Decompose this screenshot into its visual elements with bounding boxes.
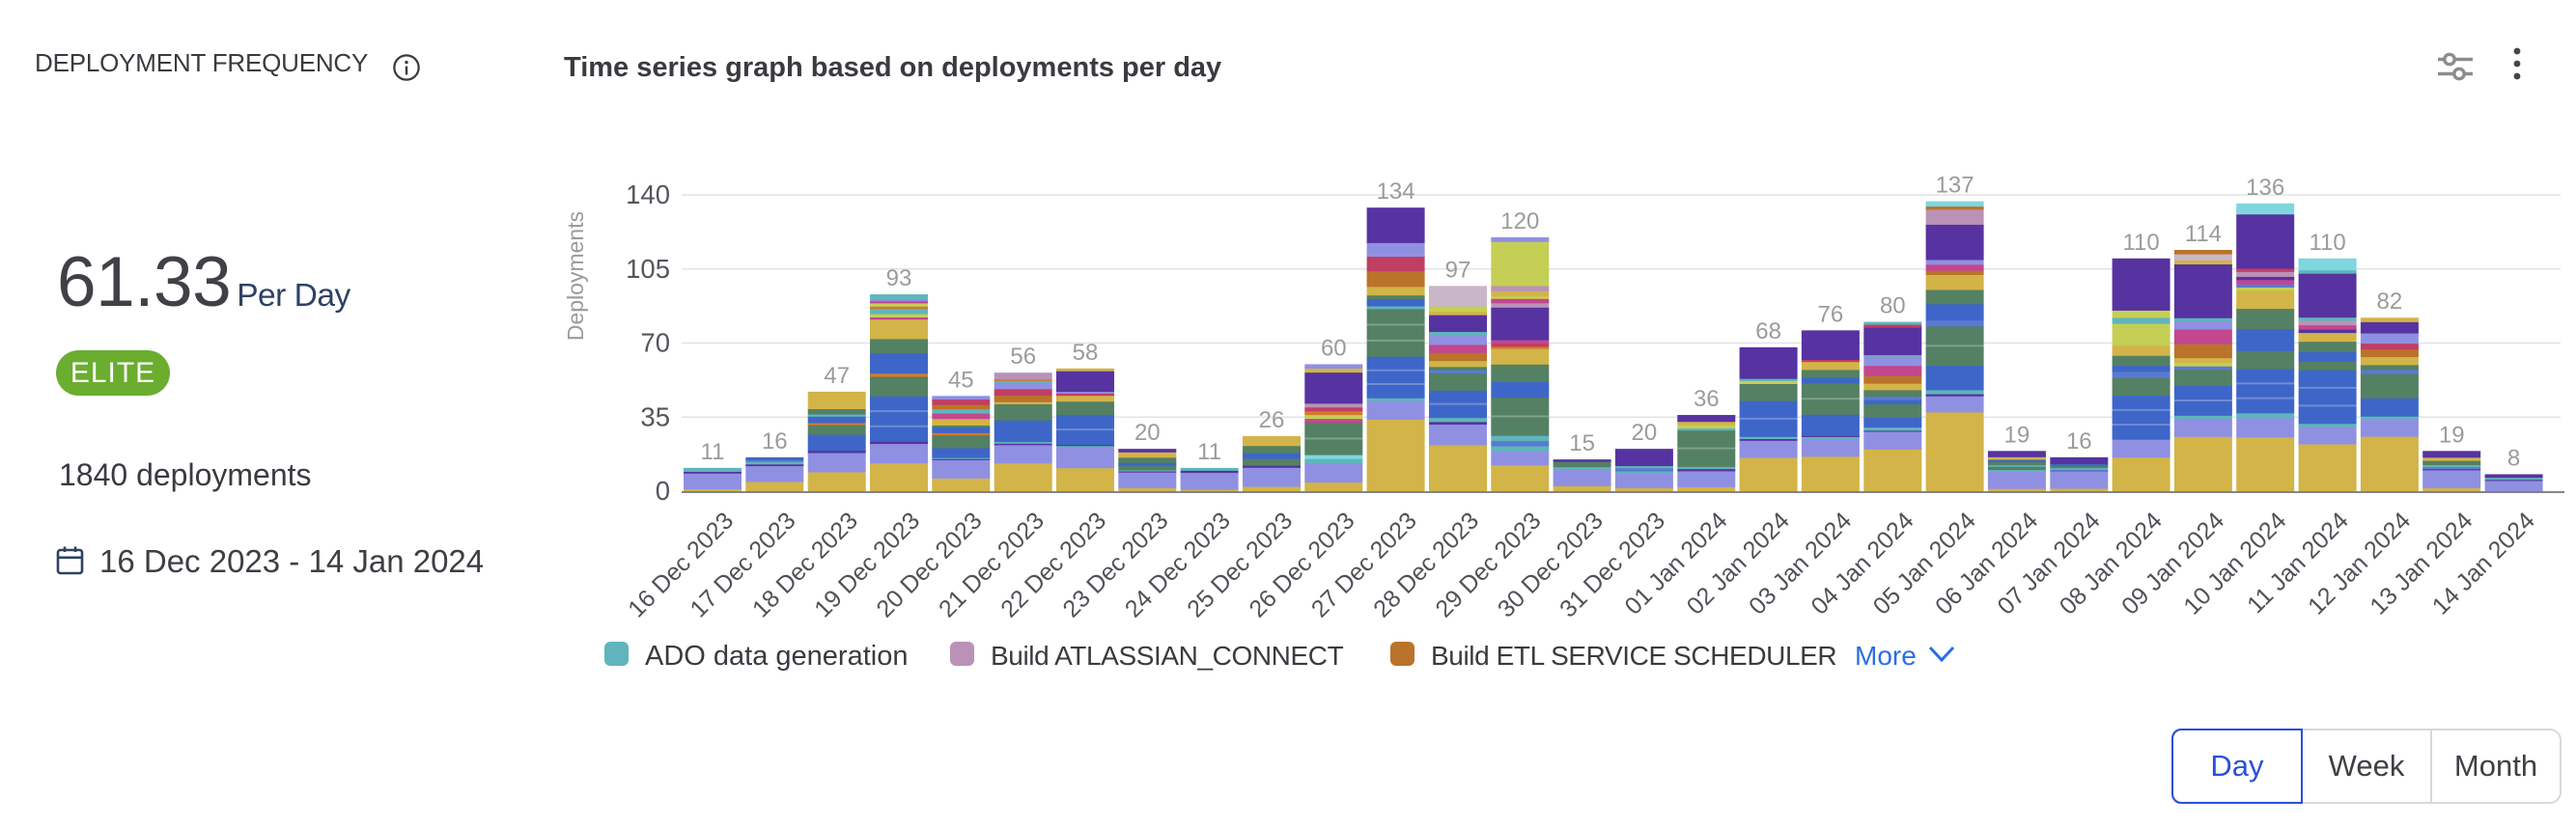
svg-text:16: 16 — [762, 428, 788, 454]
svg-text:136: 136 — [2246, 175, 2284, 201]
svg-text:60: 60 — [1321, 335, 1347, 361]
svg-text:19: 19 — [2439, 422, 2465, 448]
svg-text:36: 36 — [1694, 386, 1720, 412]
svg-text:140: 140 — [626, 179, 670, 209]
svg-text:137: 137 — [1936, 173, 1974, 199]
svg-text:Build ETL SERVICE SCHEDULER: Build ETL SERVICE SCHEDULER — [1431, 641, 1836, 671]
svg-text:110: 110 — [2122, 230, 2159, 256]
svg-text:93: 93 — [886, 265, 912, 291]
svg-text:19: 19 — [2004, 422, 2030, 448]
svg-text:Deployments: Deployments — [563, 211, 588, 341]
svg-text:16: 16 — [2066, 428, 2092, 454]
svg-text:58: 58 — [1073, 340, 1099, 366]
svg-text:68: 68 — [1755, 318, 1781, 344]
svg-text:11: 11 — [1197, 439, 1221, 465]
svg-text:0: 0 — [656, 476, 670, 506]
svg-text:120: 120 — [1500, 208, 1539, 234]
svg-text:82: 82 — [2377, 289, 2403, 315]
svg-text:8: 8 — [2507, 446, 2520, 472]
svg-text:15: 15 — [1569, 430, 1595, 456]
svg-text:Build ATLASSIAN_CONNECT: Build ATLASSIAN_CONNECT — [991, 641, 1344, 671]
svg-text:35: 35 — [640, 401, 670, 431]
svg-text:11: 11 — [701, 439, 725, 465]
svg-text:80: 80 — [1880, 293, 1906, 319]
svg-text:45: 45 — [948, 367, 974, 393]
svg-text:70: 70 — [640, 328, 670, 358]
svg-text:97: 97 — [1445, 257, 1471, 283]
svg-text:76: 76 — [1818, 301, 1844, 327]
svg-text:ADO data generation: ADO data generation — [645, 641, 908, 672]
svg-text:110: 110 — [2309, 230, 2345, 256]
svg-text:134: 134 — [1377, 179, 1415, 205]
svg-text:20: 20 — [1632, 420, 1658, 446]
svg-text:26: 26 — [1259, 407, 1285, 433]
svg-text:20: 20 — [1134, 420, 1161, 446]
svg-text:114: 114 — [2185, 221, 2222, 247]
svg-text:More: More — [1855, 641, 1917, 671]
svg-text:56: 56 — [1010, 344, 1036, 370]
svg-text:105: 105 — [626, 254, 670, 284]
svg-text:47: 47 — [824, 363, 850, 389]
